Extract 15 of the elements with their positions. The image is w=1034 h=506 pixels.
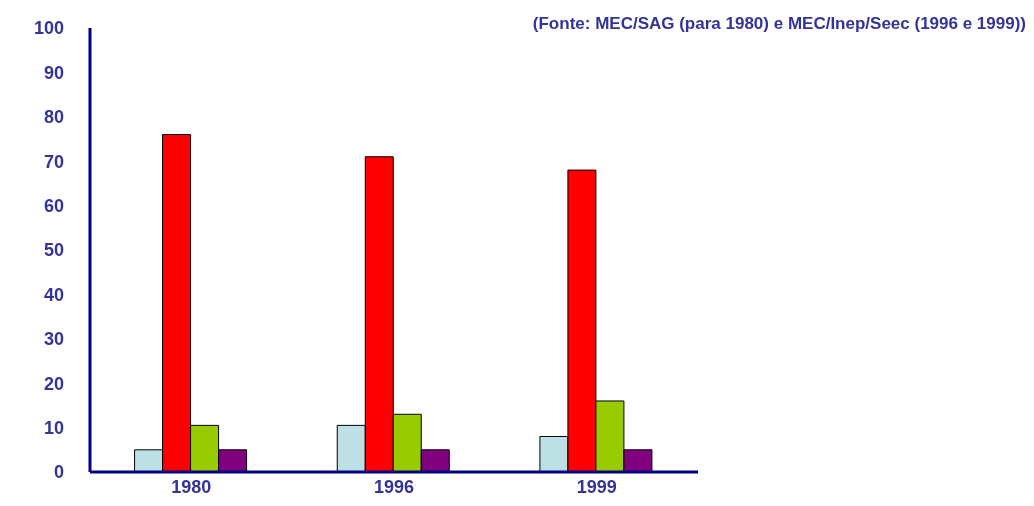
y-tick-label: 0 [53, 462, 64, 483]
annotation: (Fonte: MEC/SAG (para 1980) e MEC/Inep/Seec (1996 e 1999)) [532, 14, 1026, 34]
y-tick-label: 80 [43, 107, 64, 128]
y-tick-label: 60 [43, 195, 64, 216]
y-tick-label: 10 [43, 417, 64, 438]
y-tick-label: 20 [43, 373, 64, 394]
y-tick-label: 70 [43, 151, 64, 172]
x-tick-label: 1999 [576, 476, 617, 497]
x-tick-label: 1980 [171, 476, 212, 497]
x-tick-label: 1996 [373, 476, 415, 497]
y-tick-label: 90 [43, 62, 64, 83]
y-tick-label: 30 [43, 329, 64, 350]
y-tick-label: 50 [43, 240, 64, 261]
y-tick-label: 100 [33, 18, 64, 39]
y-tick-label: 40 [43, 284, 64, 305]
